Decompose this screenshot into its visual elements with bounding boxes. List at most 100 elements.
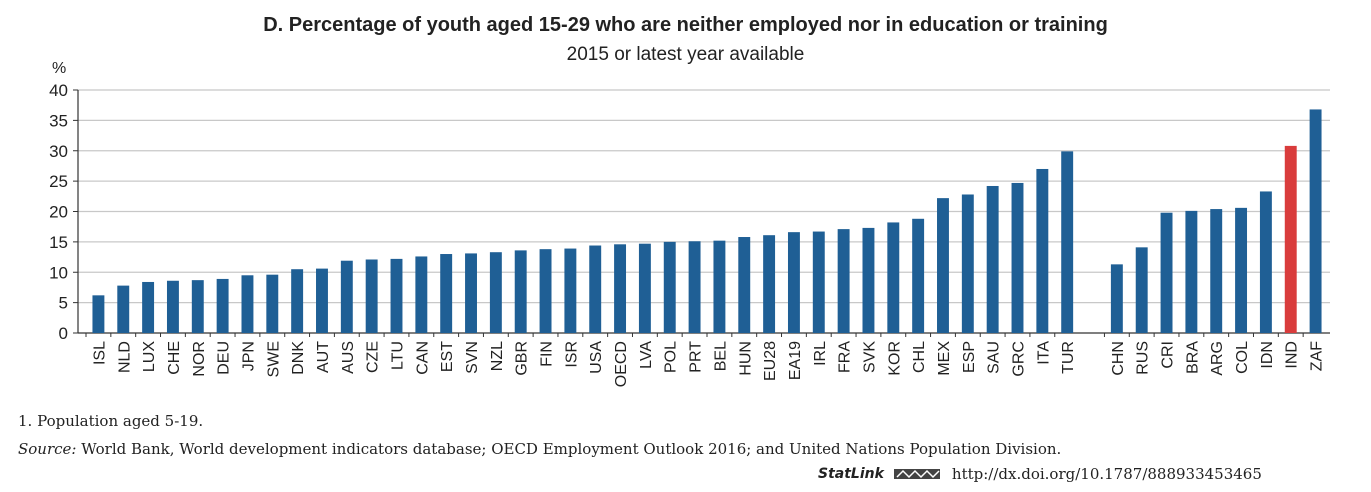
x-tick-label: USA xyxy=(588,341,605,374)
statlink-label: StatLink xyxy=(818,466,884,482)
bar-nor xyxy=(191,280,204,333)
x-tick-label: ISL xyxy=(91,341,108,365)
bar-isr xyxy=(564,248,577,333)
bar-nzl xyxy=(489,252,502,333)
chart-subtitle: 2015 or latest year available xyxy=(566,44,805,65)
bar-pol xyxy=(663,241,676,333)
bar-svk xyxy=(862,227,875,333)
x-tick-label: CRI xyxy=(1160,341,1177,369)
y-tick-label: 5 xyxy=(59,294,68,313)
x-tick-label: FRA xyxy=(837,341,854,373)
source-text: World Bank, World development indicators… xyxy=(76,440,1062,458)
bar-nld xyxy=(117,285,130,333)
x-tick-label: HUN xyxy=(737,341,754,376)
bar-usa xyxy=(589,245,602,333)
bar-gbr xyxy=(514,250,527,333)
x-tick-label: JPN xyxy=(240,341,257,371)
x-axis: ISL NLD LUX CHE NOR DEU JPN SWE DNK AUT AUS CZE LTU C… xyxy=(85,333,1326,387)
x-tick-label: DEU xyxy=(216,341,233,375)
bar-jpn xyxy=(241,275,254,333)
x-tick-label: EST xyxy=(439,341,456,372)
y-tick-label: 10 xyxy=(49,263,68,282)
x-tick-label: GRC xyxy=(1011,341,1028,377)
x-tick-label: SWE xyxy=(265,341,282,377)
bar-bra xyxy=(1185,210,1198,333)
y-axis-unit-label: % xyxy=(52,60,66,77)
bar-lva xyxy=(638,243,651,333)
bar-aut xyxy=(316,268,328,333)
x-tick-label: KOR xyxy=(886,341,903,376)
chart-title: D. Percentage of youth aged 15-29 who ar… xyxy=(263,14,1108,36)
bar-mex xyxy=(937,198,949,333)
bar-est xyxy=(440,254,453,333)
x-tick-label: NZL xyxy=(489,341,506,371)
x-tick-label: IND xyxy=(1284,341,1301,369)
bar-dnk xyxy=(291,269,304,333)
x-tick-label: ESP xyxy=(961,341,978,373)
x-tick-label: SAU xyxy=(986,341,1003,374)
x-tick-label: ZAF xyxy=(1309,341,1326,371)
bar-can xyxy=(415,256,428,333)
source-label: Source: xyxy=(18,440,77,458)
bar-esp xyxy=(961,194,974,333)
bar-chart: 0 5 10 15 20 25 30 35 40 % ISL NLD LUX CHE NOR DEU JPN… xyxy=(49,60,1330,387)
bar-cri xyxy=(1160,212,1173,333)
bar-oecd xyxy=(614,244,627,333)
x-tick-label: OECD xyxy=(613,341,630,387)
bar-ltu xyxy=(390,258,403,333)
x-tick-label: PRT xyxy=(688,341,705,373)
bar-sau xyxy=(986,185,999,333)
x-tick-label: IRL xyxy=(812,341,829,366)
y-tick-label: 30 xyxy=(49,142,68,161)
bar-irl xyxy=(812,231,825,333)
x-tick-label: SVK xyxy=(861,341,878,373)
bars-layer xyxy=(92,109,1322,333)
y-tick-label: 25 xyxy=(49,172,68,191)
x-tick-label: BRA xyxy=(1184,341,1201,374)
bar-tur xyxy=(1061,151,1074,333)
x-tick-label: CZE xyxy=(365,341,382,373)
x-tick-label: AUT xyxy=(315,341,332,373)
x-tick-label: CHL xyxy=(911,341,928,373)
x-tick-label: ARG xyxy=(1209,341,1226,376)
bar-fin xyxy=(539,249,552,333)
bar-eu28 xyxy=(763,235,776,333)
x-tick-label: EA19 xyxy=(787,341,804,380)
bar-bel xyxy=(713,240,726,333)
x-tick-label: DNK xyxy=(290,341,307,375)
x-tick-label: TUR xyxy=(1060,341,1077,374)
x-tick-label: AUS xyxy=(340,341,357,374)
y-tick-label: 15 xyxy=(49,233,68,252)
bar-hun xyxy=(738,237,751,333)
x-tick-label: LTU xyxy=(390,341,407,370)
x-tick-label: CHN xyxy=(1110,341,1127,376)
statlink[interactable]: StatLink http://dx.doi.org/10.1787/88893… xyxy=(818,465,1262,483)
bar-chl xyxy=(912,218,925,333)
bar-zaf xyxy=(1309,109,1322,333)
bar-idn xyxy=(1259,191,1272,333)
source-note: Source: World Bank, World development in… xyxy=(18,440,1061,458)
bar-ind xyxy=(1284,145,1297,333)
bar-aus xyxy=(340,260,353,333)
y-tick-label: 20 xyxy=(49,203,68,222)
x-tick-label: COL xyxy=(1234,341,1251,374)
x-tick-label: LUX xyxy=(141,341,158,372)
bar-kor xyxy=(887,222,900,333)
bar-cze xyxy=(365,259,378,333)
bar-ea19 xyxy=(787,232,800,333)
statlink-url[interactable]: http://dx.doi.org/10.1787/888933453465 xyxy=(951,465,1262,483)
y-tick-label: 0 xyxy=(59,324,68,343)
x-tick-label: LVA xyxy=(638,341,655,369)
y-axis: 0 5 10 15 20 25 30 35 40 xyxy=(49,81,1330,343)
bar-che xyxy=(166,280,179,333)
bar-arg xyxy=(1210,209,1223,333)
x-tick-label: EU28 xyxy=(762,341,779,381)
bar-lux xyxy=(142,281,155,333)
y-tick-label: 40 xyxy=(49,81,68,100)
bar-ita xyxy=(1036,168,1049,333)
x-tick-label: CAN xyxy=(414,341,431,375)
x-tick-label: IDN xyxy=(1259,341,1276,369)
x-tick-label: ISR xyxy=(563,341,580,368)
x-tick-label: ITA xyxy=(1035,341,1052,365)
bar-deu xyxy=(216,278,229,333)
